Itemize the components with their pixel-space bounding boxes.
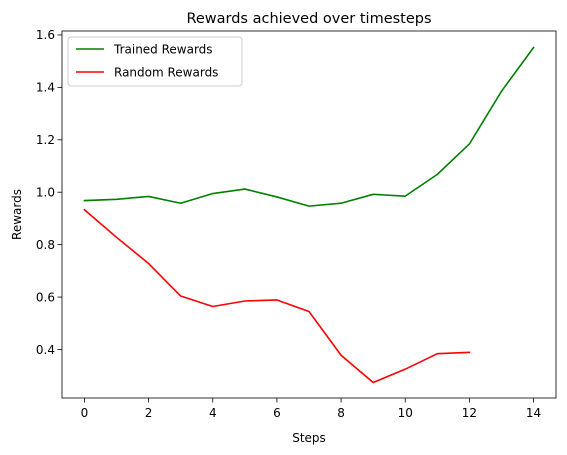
x-axis-label: Steps (292, 431, 326, 445)
x-tick-label: 4 (209, 406, 217, 420)
y-tick-label: 0.6 (36, 290, 55, 304)
y-tick-label: 1.4 (36, 81, 55, 95)
x-tick-label: 10 (398, 406, 413, 420)
legend-label-trained-rewards: Trained Rewards (113, 42, 213, 56)
x-tick-label: 6 (273, 406, 281, 420)
y-axis-label: Rewards (10, 189, 24, 240)
plot-area (83, 46, 535, 384)
x-tick-label: 12 (462, 406, 477, 420)
y-tick-label: 0.4 (36, 343, 55, 357)
legend: Trained Rewards Random Rewards (67, 36, 243, 87)
x-axis: 0 2 4 6 8 10 12 14 (81, 398, 541, 420)
x-tick-label: 8 (337, 406, 345, 420)
series-line-random-rewards (83, 208, 471, 384)
y-axis: 0.4 0.6 0.8 1.0 1.2 1.4 1.6 (36, 28, 62, 357)
x-tick-label: 14 (526, 406, 541, 420)
series-line-trained-rewards (83, 46, 535, 207)
y-tick-label: 1.0 (36, 186, 55, 200)
legend-box (67, 36, 243, 87)
x-tick-label: 0 (81, 406, 89, 420)
y-tick-label: 1.2 (36, 133, 55, 147)
legend-label-random-rewards: Random Rewards (114, 65, 218, 79)
x-tick-label: 2 (145, 406, 153, 420)
chart-title: Rewards achieved over timesteps (186, 11, 431, 27)
y-tick-label: 0.8 (36, 238, 55, 252)
axes-frame (61, 30, 557, 399)
y-tick-label: 1.6 (36, 28, 55, 42)
